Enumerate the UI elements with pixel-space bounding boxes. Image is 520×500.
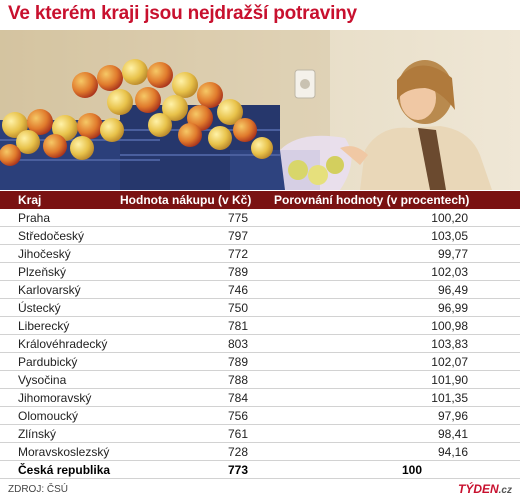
table-row: Pardubický 789 102,07 xyxy=(0,352,520,371)
cell-porovnani: 94,16 xyxy=(256,442,468,461)
logo-main: TÝDEN xyxy=(457,482,499,496)
source-note: ZDROJ: ČSÚ xyxy=(8,484,68,495)
cell-kraj: Pardubický xyxy=(0,352,120,371)
cell-porovnani: 97,96 xyxy=(256,406,468,425)
cell-spacer xyxy=(468,209,520,227)
header-photo xyxy=(0,30,520,190)
cell-kraj: Praha xyxy=(0,209,120,227)
cell-porovnani: 101,90 xyxy=(256,370,468,389)
cell-spacer xyxy=(468,460,520,479)
cell-kraj: Ústecký xyxy=(0,298,120,317)
cell-porovnani-total: 100 xyxy=(256,460,468,479)
cell-porovnani: 103,83 xyxy=(256,334,468,353)
cell-spacer xyxy=(468,244,520,263)
cell-porovnani: 98,41 xyxy=(256,424,468,443)
cell-spacer xyxy=(468,262,520,281)
cell-kraj: Olomoucký xyxy=(0,406,120,425)
table-row: Jihomoravský 784 101,35 xyxy=(0,388,520,407)
table-row: Královéhradecký 803 103,83 xyxy=(0,334,520,353)
price-table-container: Kraj Hodnota nákupu (v Kč) Porovnání hod… xyxy=(0,191,520,479)
footer: ZDROJ: ČSÚ TÝDEN.cz xyxy=(0,480,520,500)
cell-spacer xyxy=(468,280,520,299)
table-row: Karlovarský 746 96,49 xyxy=(0,280,520,299)
cell-kraj: Karlovarský xyxy=(0,280,120,299)
cell-kraj: Liberecký xyxy=(0,316,120,335)
cell-hodnota: 746 xyxy=(120,280,256,299)
table-header-row: Kraj Hodnota nákupu (v Kč) Porovnání hod… xyxy=(0,191,520,209)
header-photo-illustration xyxy=(0,30,520,190)
tyden-logo: TÝDEN.cz xyxy=(458,482,512,496)
cell-hodnota: 803 xyxy=(120,334,256,353)
cell-spacer xyxy=(468,316,520,335)
cell-porovnani: 101,35 xyxy=(256,388,468,407)
page-title: Ve kterém kraji jsou nejdražší potraviny xyxy=(8,3,357,24)
table-row: Plzeňský 789 102,03 xyxy=(0,262,520,281)
cell-kraj-total: Česká republika xyxy=(0,460,120,479)
cell-spacer xyxy=(468,424,520,443)
logo-suffix: .cz xyxy=(498,485,512,496)
cell-hodnota: 756 xyxy=(120,406,256,425)
cell-porovnani: 100,20 xyxy=(256,209,468,227)
cell-hodnota: 797 xyxy=(120,226,256,245)
cell-kraj: Plzeňský xyxy=(0,262,120,281)
cell-spacer xyxy=(468,388,520,407)
cell-kraj: Královéhradecký xyxy=(0,334,120,353)
cell-hodnota: 784 xyxy=(120,388,256,407)
cell-hodnota: 772 xyxy=(120,244,256,263)
column-header-kraj: Kraj xyxy=(0,191,120,209)
column-header-hodnota: Hodnota nákupu (v Kč) xyxy=(120,191,256,209)
cell-spacer xyxy=(468,226,520,245)
price-table: Kraj Hodnota nákupu (v Kč) Porovnání hod… xyxy=(0,191,520,479)
cell-kraj: Zlínský xyxy=(0,424,120,443)
table-row: Moravskoslezský 728 94,16 xyxy=(0,442,520,461)
cell-hodnota: 750 xyxy=(120,298,256,317)
cell-porovnani: 96,99 xyxy=(256,298,468,317)
cell-hodnota: 788 xyxy=(120,370,256,389)
cell-spacer xyxy=(468,352,520,371)
cell-kraj: Vysočina xyxy=(0,370,120,389)
cell-kraj: Moravskoslezský xyxy=(0,442,120,461)
table-row: Středočeský 797 103,05 xyxy=(0,226,520,245)
table-row-total: Česká republika 773 100 xyxy=(0,460,520,479)
cell-kraj: Středočeský xyxy=(0,226,120,245)
table-row: Vysočina 788 101,90 xyxy=(0,370,520,389)
cell-hodnota: 775 xyxy=(120,209,256,227)
cell-porovnani: 102,03 xyxy=(256,262,468,281)
column-header-porovnani: Porovnání hodnoty (v procentech) xyxy=(256,191,520,209)
cell-spacer xyxy=(468,370,520,389)
cell-spacer xyxy=(468,298,520,317)
cell-hodnota-total: 773 xyxy=(120,460,256,479)
cell-porovnani: 102,07 xyxy=(256,352,468,371)
cell-porovnani: 103,05 xyxy=(256,226,468,245)
cell-kraj: Jihomoravský xyxy=(0,388,120,407)
table-body: Praha 775 100,20 Středočeský 797 103,05 Jihoče… xyxy=(0,209,520,479)
cell-hodnota: 761 xyxy=(120,424,256,443)
table-row: Zlínský 761 98,41 xyxy=(0,424,520,443)
cell-spacer xyxy=(468,406,520,425)
table-row: Jihočeský 772 99,77 xyxy=(0,244,520,263)
cell-spacer xyxy=(468,442,520,461)
cell-spacer xyxy=(468,334,520,353)
cell-hodnota: 789 xyxy=(120,262,256,281)
cell-porovnani: 96,49 xyxy=(256,280,468,299)
cell-kraj: Jihočeský xyxy=(0,244,120,263)
cell-porovnani: 100,98 xyxy=(256,316,468,335)
table-row: Praha 775 100,20 xyxy=(0,209,520,227)
table-row: Olomoucký 756 97,96 xyxy=(0,406,520,425)
table-row: Liberecký 781 100,98 xyxy=(0,316,520,335)
table-row: Ústecký 750 96,99 xyxy=(0,298,520,317)
cell-porovnani: 99,77 xyxy=(256,244,468,263)
cell-hodnota: 781 xyxy=(120,316,256,335)
cell-hodnota: 728 xyxy=(120,442,256,461)
cell-hodnota: 789 xyxy=(120,352,256,371)
